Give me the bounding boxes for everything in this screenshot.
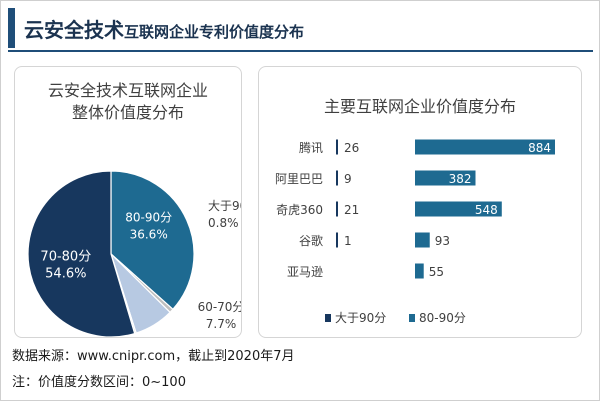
bar-gt90-1 [336, 171, 338, 186]
header-accent-bar [8, 8, 15, 48]
legend-swatch-80-90 [409, 314, 415, 322]
bar-gt90-0 [336, 140, 338, 155]
bar-chart: 腾讯 26 884 阿里巴巴 9 382 奇虎360 21 548 谷歌 1 93 亚马逊 55 大于90分… [259, 67, 581, 337]
bar-gt90-3 [336, 233, 338, 248]
bar-category-2: 奇虎360 [276, 203, 323, 217]
bar-80-90-value-3: 93 [435, 234, 450, 248]
pie-chart: 80-90分36.6%大于90分0.8%60-70分7.7%60分以下0.3%7… [15, 67, 241, 337]
pie-value-1: 0.8% [208, 216, 239, 230]
legend-swatch-gt90 [325, 314, 331, 322]
bar-gt90-value-2: 21 [344, 203, 359, 217]
header: 云安全技术互联网企业专利价值度分布 [8, 8, 593, 48]
header-rule [8, 50, 593, 52]
pie-label-4: 70-80分 [40, 250, 91, 265]
bar-80-90-value-0: 884 [528, 141, 551, 155]
legend-label-80-90: 80-90分 [419, 311, 466, 325]
bar-80-90-3 [415, 233, 430, 248]
range-note: 注：价值度分数区间：0~100 [12, 371, 186, 390]
pie-label-2: 60-70分 [198, 300, 241, 314]
bar-gt90-2 [336, 202, 338, 217]
bar-gt90-value-3: 1 [344, 234, 352, 248]
bar-panel: 主要互联网企业价值度分布 腾讯26884阿里巴巴9382奇虎36021548谷歌… [258, 66, 582, 338]
legend-label-gt90: 大于90分 [335, 311, 386, 325]
bar-category-4: 亚马逊 [287, 265, 323, 279]
bar-category-3: 谷歌 [299, 233, 323, 248]
bar-80-90-value-4: 55 [429, 265, 444, 279]
bar-80-90-value-1: 382 [449, 172, 472, 186]
pie-label-1: 大于90分 [208, 199, 241, 213]
pie-panel: 云安全技术互联网企业 整体价值度分布 80-90分36.6%大于90分0.8%6… [14, 66, 242, 338]
page-title: 云安全技术互联网企业专利价值度分布 [24, 14, 304, 43]
bar-category-0: 腾讯 [299, 140, 323, 155]
title-sub: 互联网企业专利价值度分布 [124, 23, 304, 41]
bar-gt90-value-0: 26 [344, 141, 359, 155]
pie-value-2: 7.7% [206, 317, 237, 331]
bar-gt90-value-1: 9 [344, 172, 352, 186]
title-main: 云安全技术 [24, 18, 124, 42]
pie-label-0: 80-90分 [125, 210, 172, 224]
source-note: 数据来源：www.cnipr.com，截止到2020年7月 [12, 345, 295, 364]
pie-value-0: 36.6% [130, 227, 168, 241]
bar-category-1: 阿里巴巴 [275, 172, 323, 186]
bar-80-90-value-2: 548 [475, 203, 498, 217]
bar-80-90-4 [415, 264, 424, 279]
pie-value-4: 54.6% [45, 267, 86, 282]
